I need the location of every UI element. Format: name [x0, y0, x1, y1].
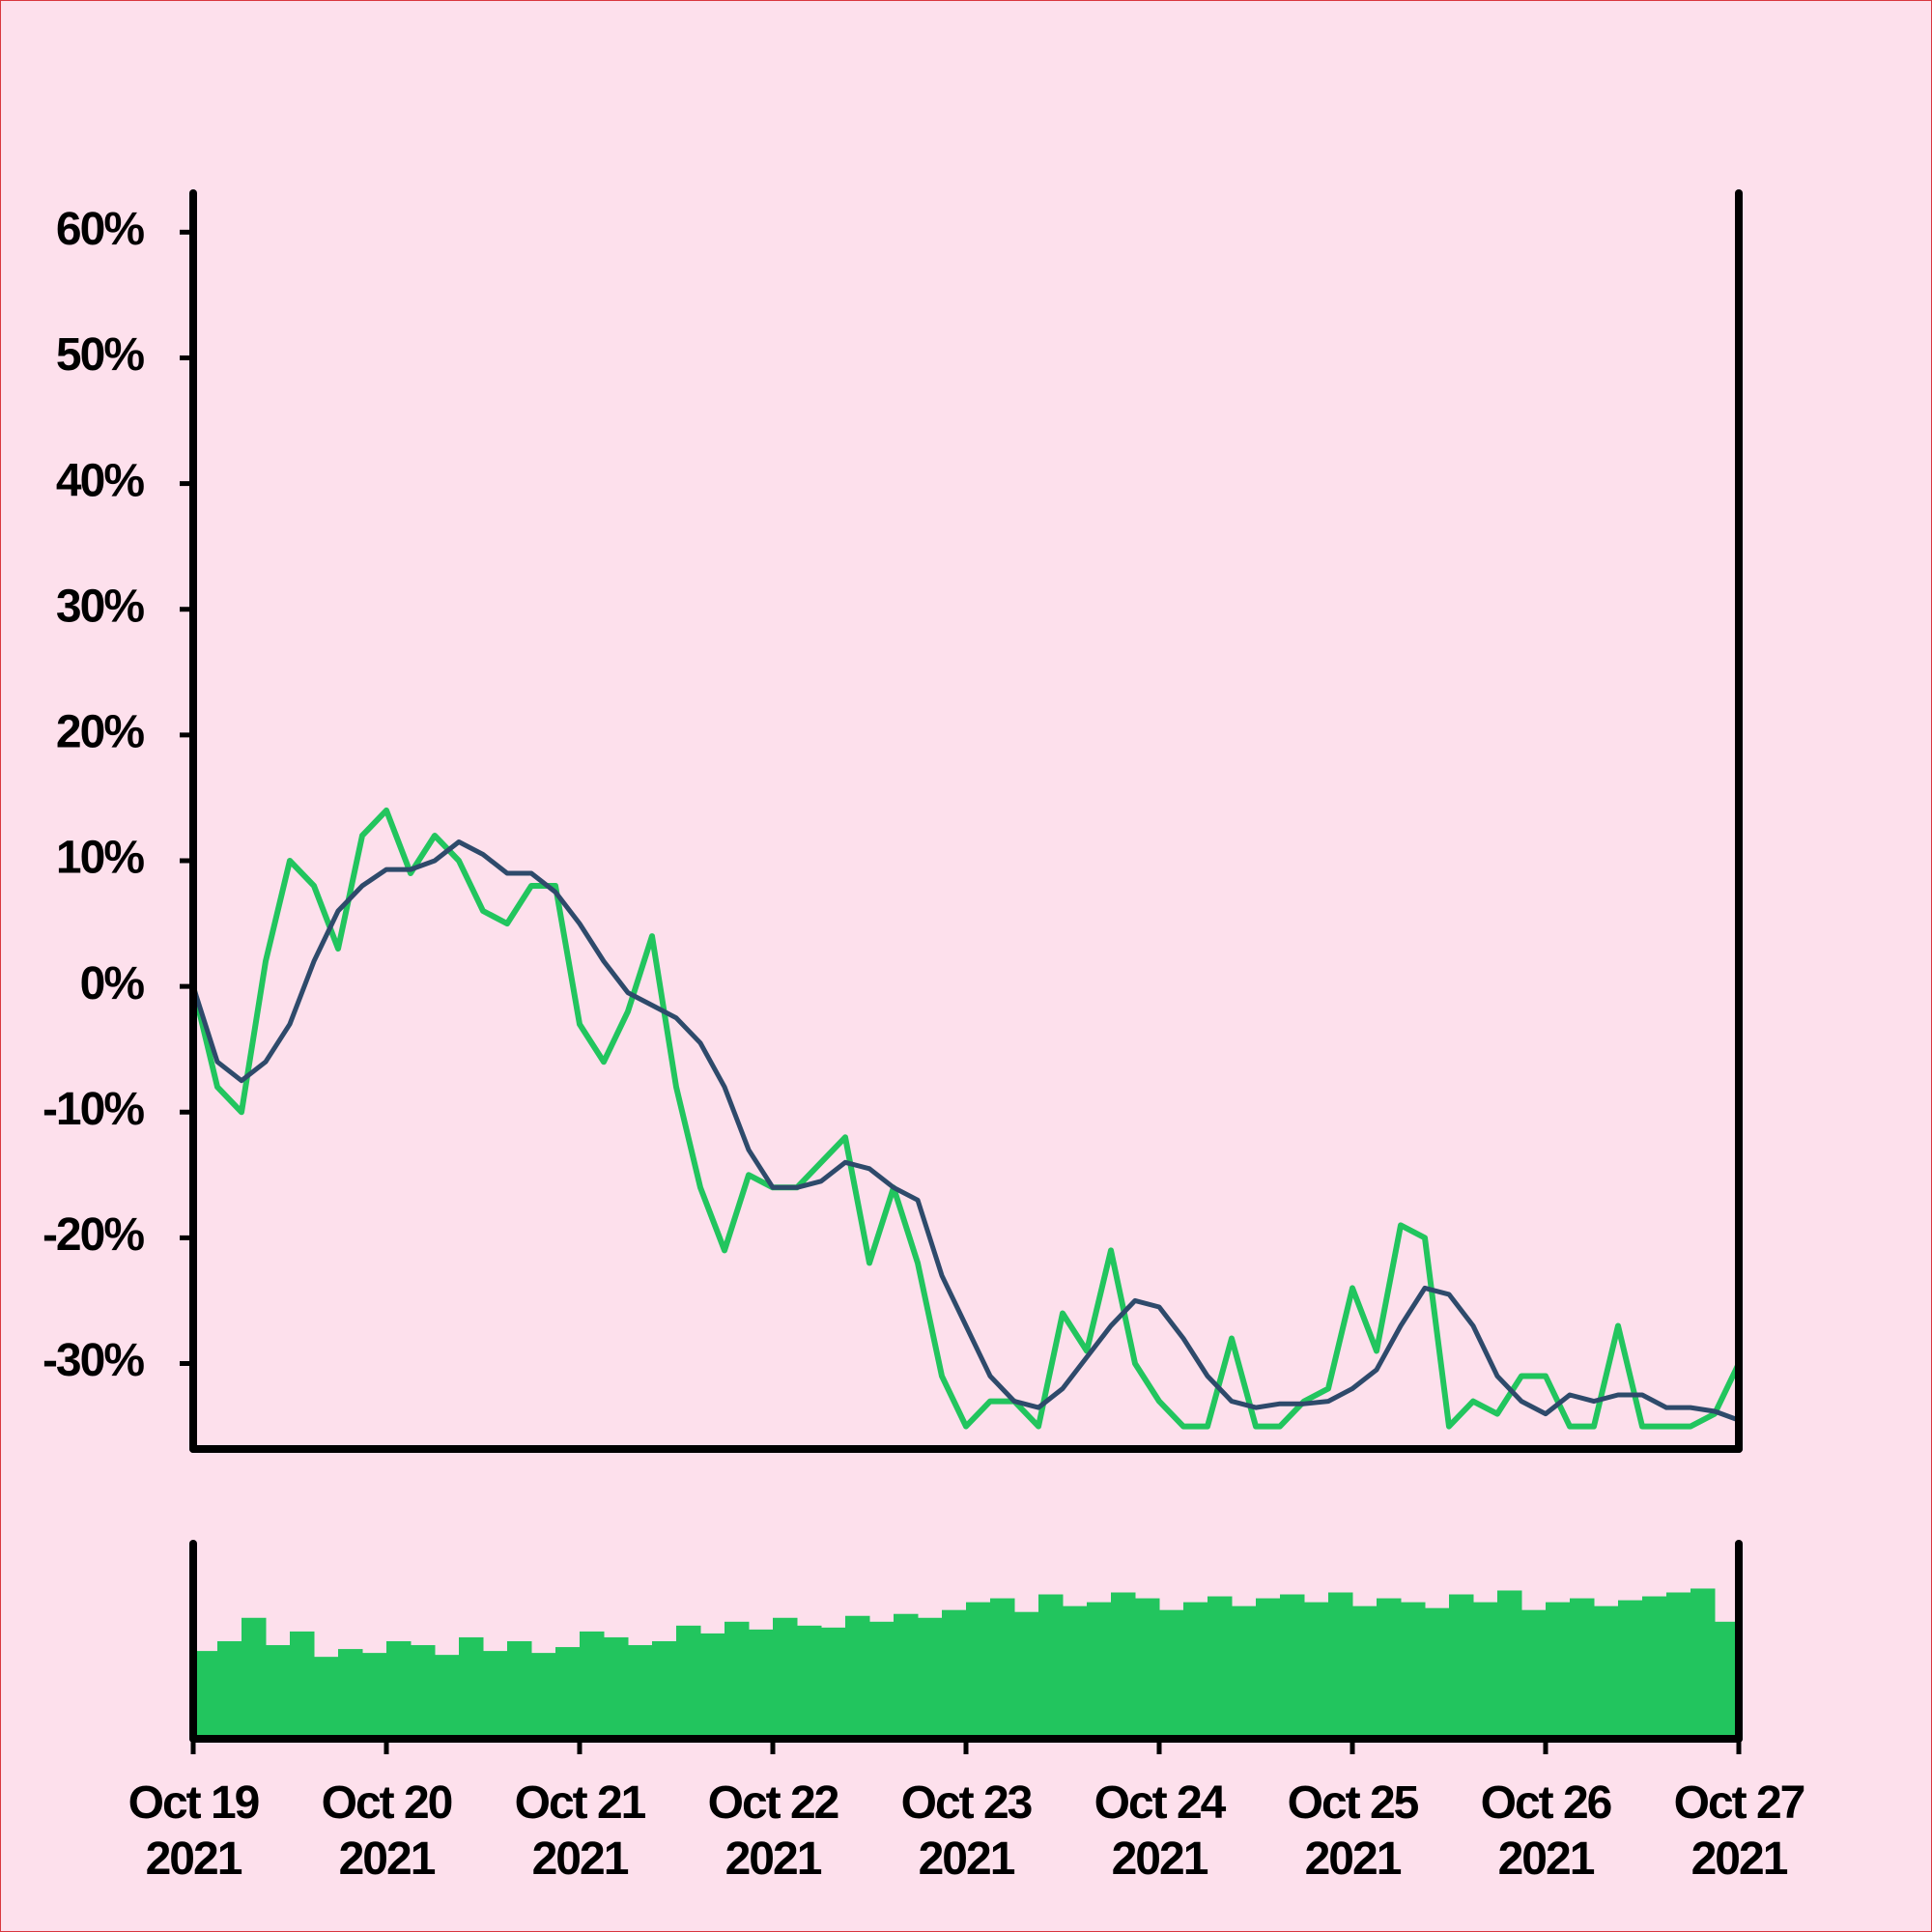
- y-tick-label: 0%: [80, 958, 145, 1009]
- volume-bar: [1063, 1605, 1088, 1739]
- volume-bar: [1546, 1602, 1571, 1739]
- volume-bar: [242, 1617, 267, 1739]
- volume-bar: [1570, 1598, 1595, 1739]
- volume-bar: [1014, 1611, 1039, 1739]
- volume-bar: [362, 1653, 387, 1739]
- volume-bar: [483, 1651, 508, 1739]
- x-tick-label: Oct 20 2021: [321, 1777, 454, 1885]
- line-series: [193, 839, 1739, 1423]
- volume-bar: [1159, 1609, 1184, 1739]
- volume-bar: [628, 1645, 653, 1739]
- volume-bar: [845, 1615, 870, 1739]
- volume-bar: [1232, 1605, 1257, 1739]
- volume-bar: [990, 1598, 1015, 1739]
- x-tick-label: Oct 27 2021: [1673, 1777, 1806, 1885]
- volume-bar: [1208, 1596, 1233, 1739]
- volume-bar: [1304, 1602, 1329, 1739]
- volume-bar: [1038, 1594, 1064, 1739]
- volume-bar: [1473, 1602, 1498, 1739]
- volume-bar: [435, 1655, 460, 1739]
- volume-bar: [1690, 1588, 1716, 1739]
- x-tick-label: Oct 19 2021: [128, 1777, 261, 1885]
- volume-bar: [580, 1631, 605, 1739]
- volume-bar: [1642, 1596, 1667, 1739]
- volume-bar: [1497, 1590, 1522, 1739]
- x-tick-label: Oct 26 2021: [1480, 1777, 1613, 1885]
- plot-area: [193, 807, 1739, 1430]
- volume-bar: [1328, 1592, 1353, 1739]
- volume-bar: [1111, 1592, 1136, 1739]
- volume-bar: [749, 1629, 774, 1739]
- volume-bar: [507, 1641, 532, 1739]
- volume-bar: [290, 1631, 315, 1739]
- volume-bar: [1280, 1594, 1305, 1739]
- volume-bar: [869, 1621, 895, 1739]
- x-tick-label: Oct 24 2021: [1094, 1777, 1227, 1885]
- volume-bar: [724, 1621, 750, 1739]
- volume-bar: [193, 1651, 218, 1739]
- line-series: [193, 807, 1739, 1430]
- x-tick-label: Oct 23 2021: [900, 1777, 1034, 1885]
- volume-bar: [942, 1609, 967, 1739]
- volume-bar: [1425, 1607, 1450, 1739]
- volume-bar: [1087, 1602, 1112, 1739]
- volume-bar: [217, 1641, 242, 1739]
- y-tick-label: 40%: [56, 455, 144, 506]
- volume-bar: [386, 1641, 412, 1739]
- y-tick-label: 30%: [56, 581, 144, 632]
- x-tick-label: Oct 22 2021: [707, 1777, 840, 1885]
- volume-bar: [652, 1641, 677, 1739]
- volume-bar: [821, 1627, 846, 1739]
- volume-bar: [1256, 1598, 1281, 1739]
- volume-bar: [1135, 1598, 1160, 1739]
- volume-bar: [604, 1636, 629, 1739]
- y-tick-label: 50%: [56, 329, 144, 381]
- y-tick-label: 10%: [56, 833, 144, 884]
- volume-bar: [459, 1636, 484, 1739]
- volume-bar: [1521, 1609, 1547, 1739]
- y-tick-label: 60%: [56, 204, 144, 255]
- volume-bar: [1594, 1605, 1619, 1739]
- x-tick-label: Oct 21 2021: [514, 1777, 647, 1885]
- volume-bar: [797, 1625, 822, 1739]
- volume-bar: [918, 1617, 943, 1739]
- volume-bar: [1618, 1600, 1643, 1739]
- y-tick-label: 20%: [56, 707, 144, 758]
- volume-bar: [1449, 1594, 1474, 1739]
- y-tick-label: -10%: [43, 1084, 144, 1135]
- y-tick-label: -20%: [43, 1209, 144, 1261]
- volume-bar: [676, 1625, 701, 1739]
- volume-bar: [773, 1617, 798, 1739]
- volume-bar: [700, 1633, 725, 1739]
- volume-bar: [266, 1645, 291, 1739]
- x-tick-label: Oct 25 2021: [1287, 1777, 1420, 1885]
- volume-bar: [314, 1657, 339, 1739]
- y-tick-label: -30%: [43, 1335, 144, 1386]
- volume-bar: [1352, 1605, 1378, 1739]
- volume-bar: [1183, 1602, 1208, 1739]
- volume-bar: [531, 1653, 556, 1739]
- volume-bar: [966, 1602, 991, 1739]
- volume-bar: [555, 1647, 581, 1739]
- volume-bar: [894, 1613, 919, 1739]
- volume-bar: [1666, 1592, 1691, 1739]
- volume-bar: [411, 1645, 436, 1739]
- volume-bar: [1377, 1598, 1402, 1739]
- volume-bar: [1401, 1602, 1426, 1739]
- volume-bar: [338, 1649, 363, 1739]
